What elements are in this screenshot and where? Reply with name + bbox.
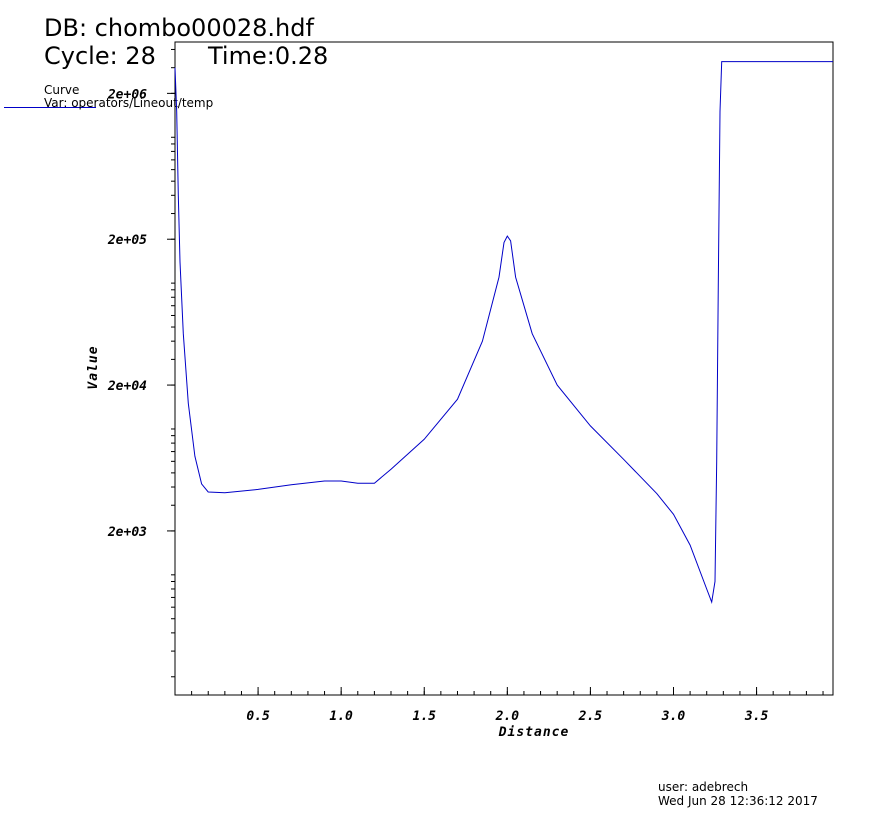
x-tick-label: 0.5	[246, 709, 270, 724]
temp-curve	[174, 61, 833, 605]
x-axis-title: Distance	[498, 725, 570, 740]
legend-variable: Var: operators/Lineout/temp	[44, 96, 214, 110]
x-tick-label: 2.5	[578, 709, 603, 724]
y-tick-label: 2e+04	[107, 379, 147, 394]
x-tick-label: 3.5	[744, 709, 769, 724]
x-tick-label: 2.0	[495, 709, 520, 724]
y-tick-label: 2e+06	[107, 87, 147, 102]
x-axis-ticks: 0.5 1.0 1.5 2.0 2.5 3.0 3.5	[246, 687, 768, 724]
y-tick-label: 2e+05	[107, 233, 147, 248]
x-tick-label: 1.5	[413, 709, 437, 724]
legend-title: Curve	[44, 83, 80, 97]
x-tick-label: 1.0	[329, 709, 353, 724]
footer-date: Wed Jun 28 12:36:12 2017	[658, 794, 818, 808]
time-label: Time:0.28	[208, 42, 329, 70]
database-title: DB: chombo00028.hdf	[44, 14, 314, 42]
y-minor-ticks	[171, 48, 175, 678]
y-axis-title: Value	[86, 345, 101, 389]
x-tick-label: 3.0	[661, 709, 686, 724]
cycle-label: Cycle: 28	[44, 42, 156, 70]
footer-user: user: adebrech	[658, 780, 749, 794]
y-axis-ticks: 2e+03 2e+04 2e+05 2e+06	[107, 87, 175, 540]
legend-line-swatch	[4, 107, 96, 108]
y-tick-label: 2e+03	[107, 525, 147, 540]
plot-frame	[174, 41, 834, 696]
